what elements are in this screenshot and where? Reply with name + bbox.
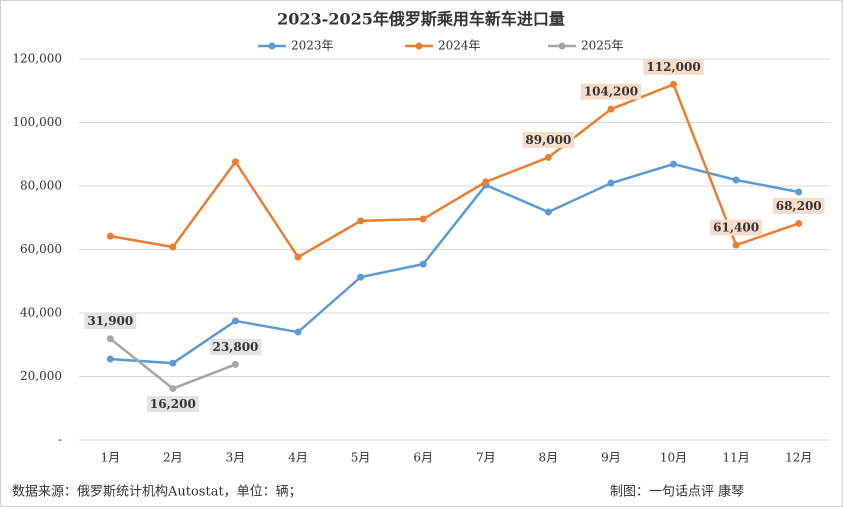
legend-dot [268, 42, 276, 50]
label-bg [146, 396, 199, 413]
point [169, 359, 177, 367]
point [670, 80, 678, 88]
point [670, 160, 678, 168]
y-tick-label: 100,000 [12, 115, 62, 129]
label-bg [84, 313, 137, 330]
label-bg [710, 219, 763, 236]
point [294, 253, 302, 261]
label-bg [209, 338, 262, 355]
point [795, 188, 803, 196]
credit: 制图：一句话点评 康琴 [610, 484, 744, 500]
label-bg [580, 83, 642, 100]
point [482, 178, 490, 186]
x-tick-label: 12月 [785, 451, 812, 465]
series-line [110, 82, 800, 259]
data-label: 23,800 [212, 340, 258, 354]
point [357, 273, 365, 281]
data-label: 89,000 [525, 133, 571, 147]
y-tick-label: 20,000 [20, 369, 62, 383]
x-tick-label: 9月 [601, 451, 621, 465]
point [544, 208, 552, 216]
point [294, 328, 302, 336]
point [231, 360, 239, 368]
data-label: 61,400 [713, 221, 759, 235]
point [106, 232, 114, 240]
x-tick-label: 6月 [413, 451, 433, 465]
point [106, 335, 114, 343]
y-tick-label: 120,000 [12, 52, 62, 66]
point [732, 241, 740, 249]
y-tick-label: - [58, 433, 62, 447]
data-label: 68,200 [776, 199, 822, 213]
legend-dot [415, 42, 423, 50]
x-tick-label: 4月 [288, 451, 308, 465]
legend-dot [558, 42, 566, 50]
series-line [110, 162, 799, 365]
point [607, 179, 615, 187]
point [169, 243, 177, 251]
point [357, 217, 365, 225]
x-tick-label: 7月 [476, 451, 496, 465]
data-label: 16,200 [150, 397, 196, 411]
label-bg [522, 131, 575, 148]
point [231, 317, 239, 325]
source: 数据来源：俄罗斯统计机构Autostat，单位：辆； [12, 485, 302, 500]
x-tick-label: 2月 [163, 451, 183, 465]
x-tick-label: 10月 [660, 451, 687, 465]
chart-title: 2023-2025年俄罗斯乘用车新车进口量 [277, 10, 565, 29]
y-tick-label: 80,000 [20, 179, 62, 193]
point [795, 219, 803, 227]
label-bg [772, 197, 825, 214]
point [169, 385, 177, 393]
point [732, 176, 740, 184]
x-tick-label: 8月 [539, 451, 559, 465]
point [106, 355, 114, 363]
point [419, 260, 427, 268]
data-label: 31,900 [87, 314, 133, 328]
legend-label: 2025年 [581, 39, 624, 53]
label-bg [643, 58, 704, 75]
x-tick-label: 11月 [722, 451, 749, 465]
point [419, 215, 427, 223]
data-label: 112,000 [646, 60, 700, 74]
x-tick-label: 3月 [226, 451, 246, 465]
point [231, 158, 239, 166]
legend-label: 2023年 [291, 39, 334, 53]
point [607, 105, 615, 113]
data-label: 104,200 [584, 85, 638, 99]
x-tick-label: 1月 [100, 451, 120, 465]
y-tick-label: 60,000 [20, 242, 62, 256]
y-tick-label: 40,000 [20, 306, 62, 320]
x-tick-label: 5月 [351, 451, 371, 465]
point [544, 153, 552, 161]
legend-label: 2024年 [438, 39, 481, 53]
